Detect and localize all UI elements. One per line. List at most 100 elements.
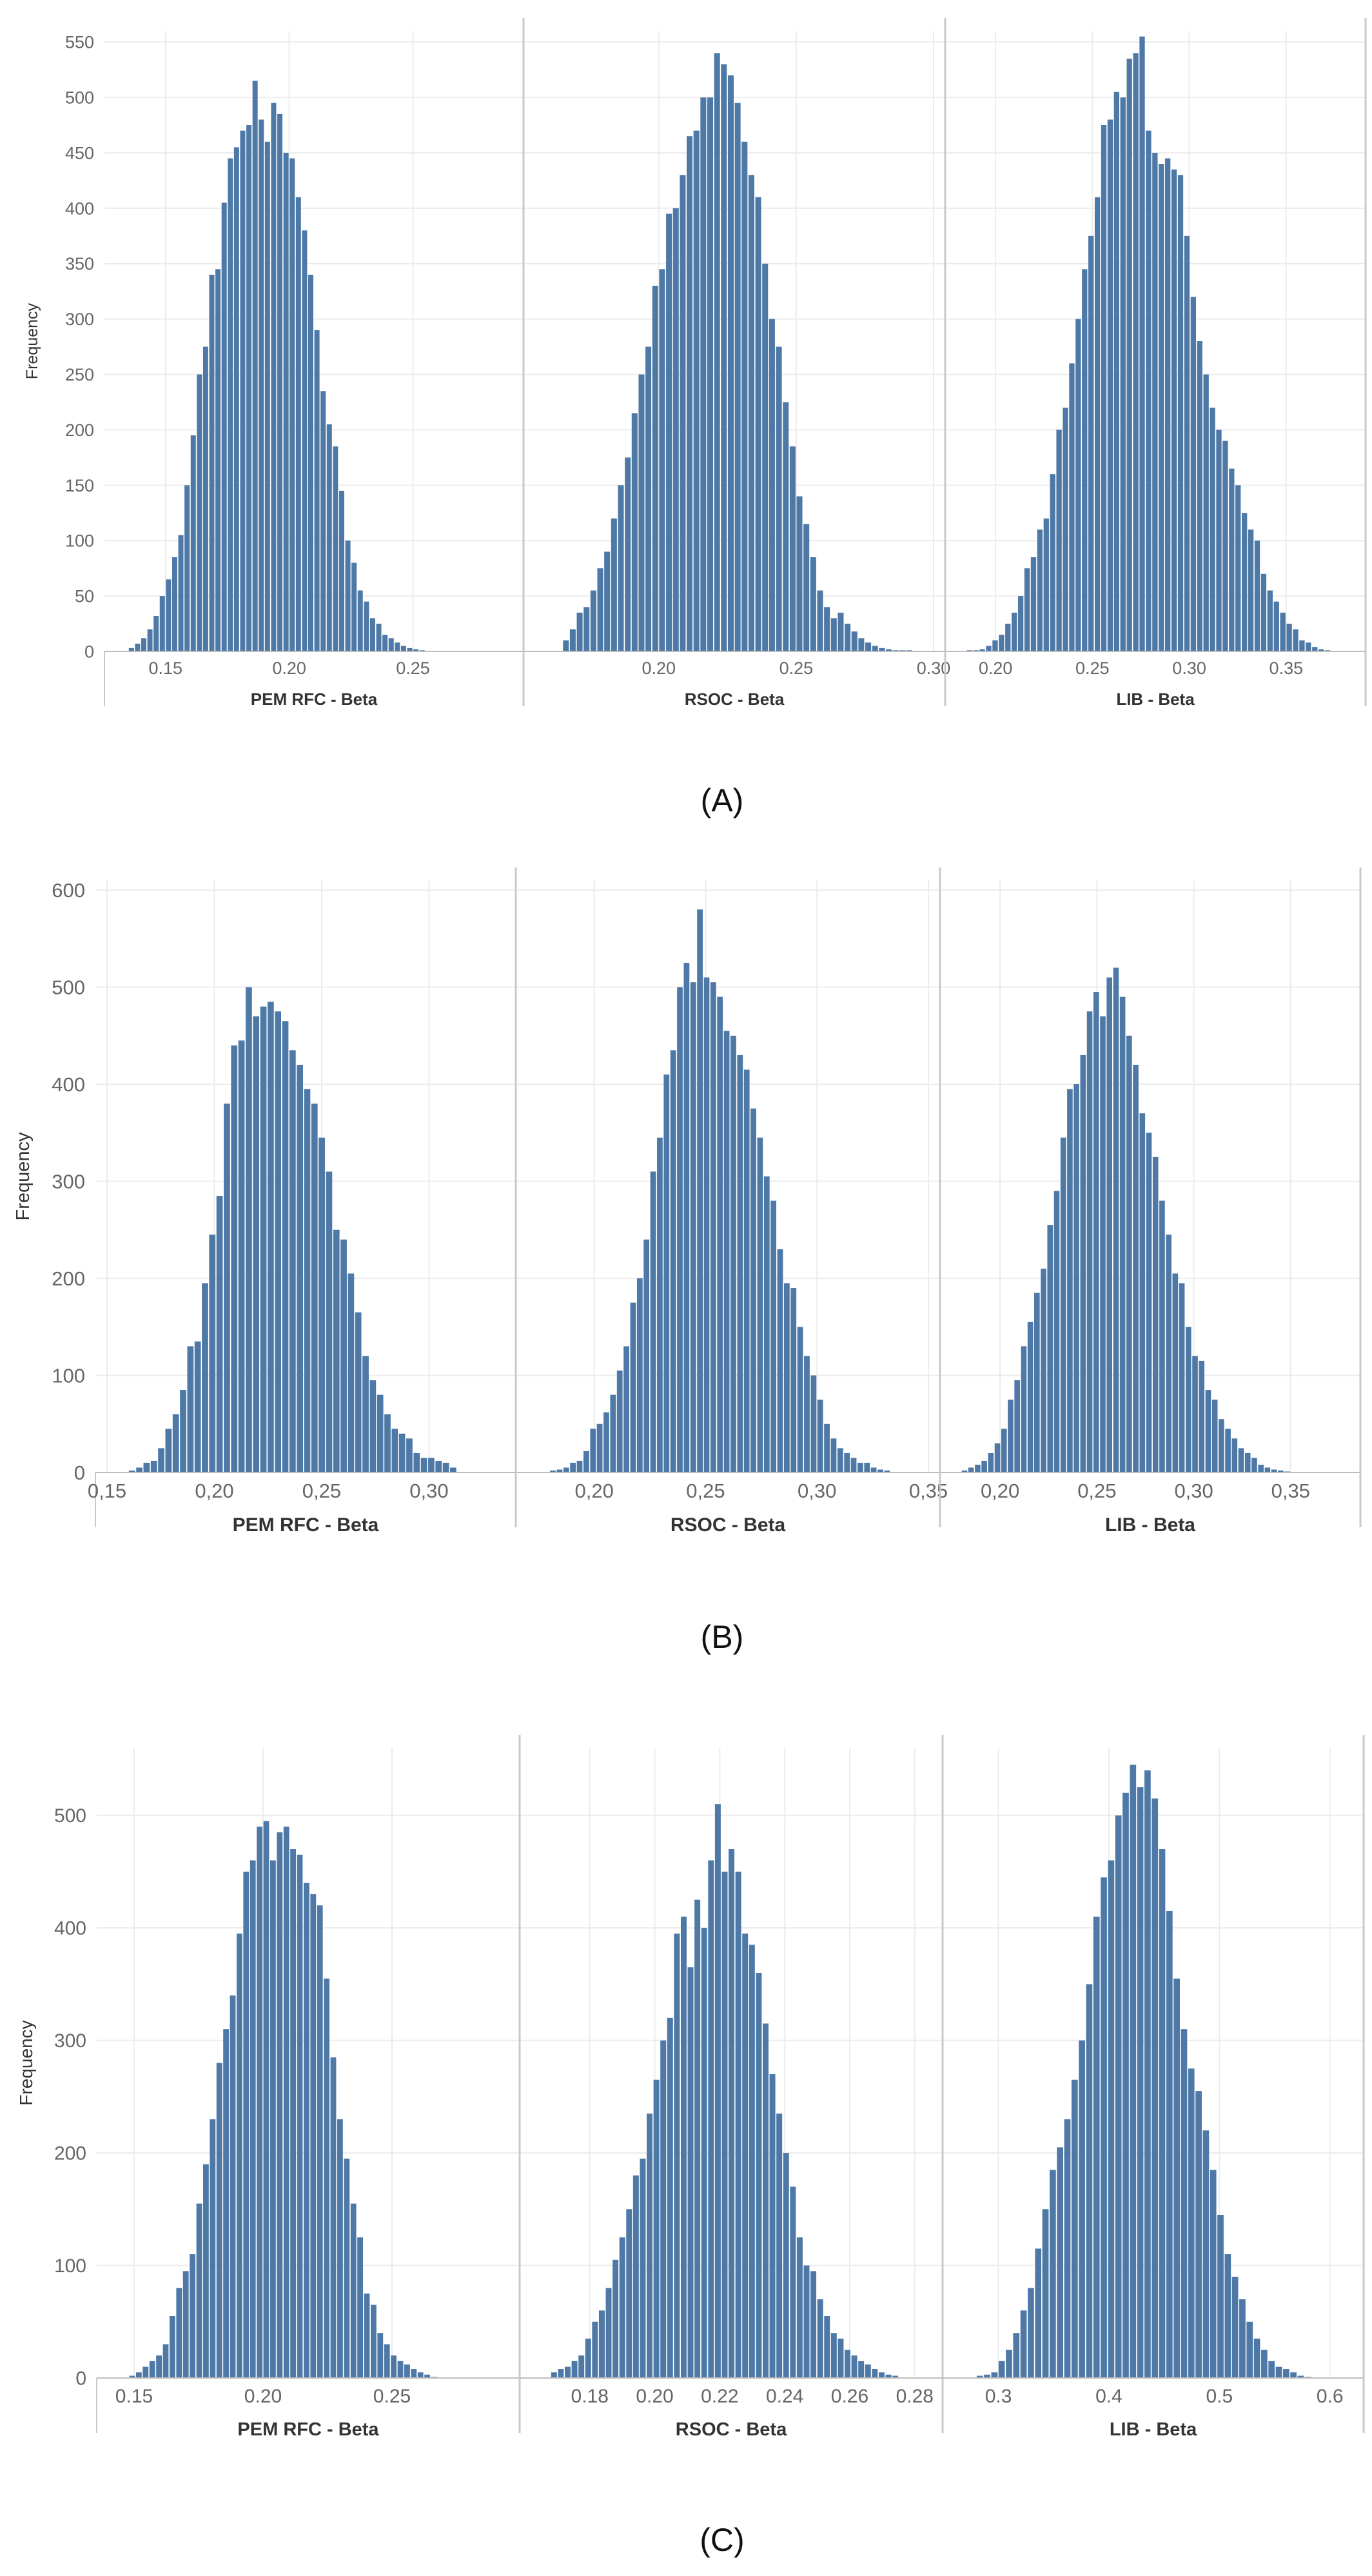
- histogram-bar: [260, 1006, 267, 1472]
- histogram-bar: [1137, 1787, 1144, 2378]
- histogram-bar: [1120, 97, 1126, 652]
- histogram-bar: [763, 1176, 770, 1472]
- histogram-bar: [757, 1137, 763, 1472]
- histogram-bar: [578, 2355, 585, 2378]
- histogram-bar: [991, 2372, 998, 2378]
- y-tick-label: 200: [65, 421, 94, 440]
- histogram-bar: [556, 1469, 563, 1472]
- histogram-bar: [803, 2265, 810, 2378]
- x-tick-label: 0.15: [148, 659, 182, 678]
- histogram-bar: [680, 1916, 687, 2378]
- histogram-bar: [858, 1462, 863, 1472]
- histogram-bar: [777, 1249, 783, 1472]
- histogram-bar: [687, 1967, 694, 2378]
- x-tick-label: 0.35: [1269, 659, 1304, 678]
- x-tick-label: 0.20: [636, 2386, 673, 2407]
- y-tick-label: 100: [52, 1364, 85, 1387]
- histogram-bar: [1082, 269, 1088, 651]
- histogram-bar: [796, 2237, 803, 2378]
- histogram-bar: [326, 424, 332, 651]
- histogram-bar: [209, 274, 215, 651]
- histogram-bar: [1101, 1877, 1107, 2378]
- histogram-bar: [317, 1905, 323, 2378]
- histogram-bar: [640, 2158, 646, 2378]
- histogram-bar: [1258, 1464, 1264, 1472]
- histogram-bar: [652, 286, 658, 651]
- y-tick-label: 350: [65, 254, 94, 273]
- x-tick-label: 0.4: [1095, 2386, 1122, 2407]
- histogram-bar: [636, 1278, 643, 1472]
- histogram-bar: [769, 2074, 776, 2378]
- histogram-bar: [1100, 1016, 1106, 1472]
- y-tick-label: 200: [54, 2143, 86, 2165]
- histogram-bar: [357, 590, 363, 651]
- histogram-bar: [1130, 1765, 1137, 2378]
- histogram-bar: [680, 175, 686, 652]
- histogram-bar: [231, 1045, 238, 1472]
- histogram-bar: [216, 1196, 223, 1472]
- histogram-bar: [194, 1341, 201, 1472]
- histogram-bar: [810, 2271, 817, 2378]
- histogram-bar: [1210, 408, 1215, 651]
- histogram-bar: [1246, 2321, 1253, 2378]
- histogram-bar: [674, 1933, 680, 2378]
- histogram-bar: [1075, 319, 1081, 652]
- histogram-bar: [1152, 1156, 1159, 1472]
- histogram-bar: [824, 1423, 830, 1472]
- histogram-bar: [1261, 2350, 1268, 2378]
- histogram-bar: [420, 1458, 427, 1472]
- histogram-bar: [984, 2374, 990, 2378]
- histogram-bar: [215, 269, 221, 651]
- histogram-bar: [999, 635, 1004, 651]
- histogram-bar: [271, 103, 277, 652]
- histogram-bar: [796, 496, 803, 651]
- histogram-bar: [1273, 601, 1279, 651]
- histogram-bar: [701, 1928, 707, 2378]
- histogram-bar: [659, 269, 665, 651]
- histogram-bar: [1042, 2209, 1049, 2378]
- histogram-bar: [1063, 408, 1068, 651]
- histogram-bar: [783, 2153, 789, 2378]
- histogram-bar: [1056, 430, 1062, 651]
- histogram-bar: [1184, 235, 1190, 651]
- histogram-bar: [1067, 1089, 1073, 1472]
- histogram-bar: [159, 596, 165, 651]
- x-tick-label: 0,35: [1271, 1480, 1310, 1502]
- histogram-bar: [326, 1171, 333, 1472]
- x-tick-label: 0,20: [981, 1480, 1019, 1502]
- x-tick-label: 0,30: [1174, 1480, 1213, 1502]
- histogram-bar: [663, 1074, 670, 1472]
- histogram-bar: [1020, 2310, 1027, 2378]
- histogram-bar: [1244, 1452, 1251, 1472]
- histogram-bar: [870, 1467, 877, 1472]
- histogram-bar: [230, 1995, 236, 2378]
- histogram-bar: [992, 640, 998, 651]
- histogram-bar: [810, 1375, 817, 1472]
- histogram-bar: [158, 1448, 164, 1472]
- x-tick-label: 0,25: [686, 1480, 725, 1502]
- histogram-bar: [1012, 612, 1017, 651]
- histogram-bar: [404, 2364, 410, 2378]
- x-axis-title: RSOC - Beta: [671, 1514, 786, 1536]
- histogram-bar: [1267, 590, 1273, 651]
- histogram-bar: [1264, 1467, 1271, 1472]
- x-tick-label: 0.26: [831, 2386, 868, 2407]
- histogram-bar: [388, 638, 394, 651]
- histogram-bar: [1199, 1360, 1205, 1472]
- histogram-bar: [1024, 568, 1030, 651]
- histogram-bar: [879, 648, 885, 651]
- histogram-bar: [585, 2338, 591, 2378]
- y-tick-label: 100: [65, 531, 94, 551]
- histogram-bar: [605, 2288, 612, 2378]
- histogram-bar: [333, 446, 338, 651]
- histogram-bar: [618, 485, 624, 651]
- histogram-bar: [550, 1470, 556, 1472]
- histogram-bar: [708, 1860, 714, 2378]
- histogram-bar: [1231, 1438, 1238, 1472]
- histogram-bar: [776, 346, 782, 651]
- x-tick-label: 0.18: [571, 2386, 609, 2407]
- histogram-bar: [563, 640, 569, 651]
- histogram-bar: [246, 125, 252, 652]
- histogram-bar: [136, 2372, 142, 2378]
- histogram-bar: [810, 557, 816, 651]
